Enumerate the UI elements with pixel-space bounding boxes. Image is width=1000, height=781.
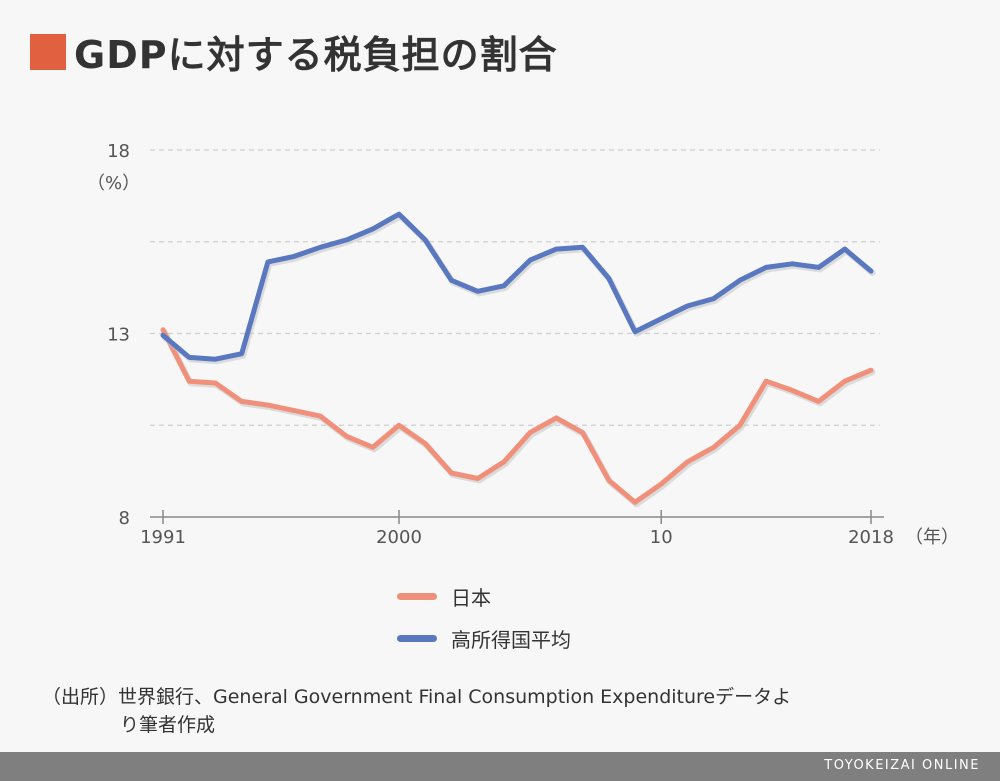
legend: 日本 高所得国平均 [397, 575, 571, 659]
legend-label-japan: 日本 [451, 585, 491, 610]
legend-item-high-income: 高所得国平均 [397, 617, 571, 659]
source-line-2: り筆者作成 [120, 714, 216, 736]
y-tick-label: 18 [107, 141, 130, 162]
source-line-1: （出所）世界銀行、General Government Final Consum… [42, 686, 792, 708]
chart-title-block: GDPに対する税負担の割合 [30, 24, 558, 79]
series-line-japan [160, 327, 874, 505]
x-axis-unit-label: （年） [905, 527, 959, 548]
x-tick-label: 1991 [140, 527, 186, 548]
grid-layer [150, 149, 880, 426]
series-layer [160, 211, 876, 508]
y-tick-label: 13 [107, 325, 130, 346]
source-note: （出所）世界銀行、General Government Final Consum… [42, 683, 942, 739]
footer-bar: TOYOKEIZAI ONLINE [0, 752, 1000, 781]
x-tick-label: 10 [650, 527, 673, 548]
chart-title: GDPに対する税負担の割合 [74, 33, 558, 77]
legend-item-japan: 日本 [397, 575, 571, 617]
legend-swatch-japan [397, 592, 437, 600]
x-tick-label: 2018 [848, 527, 894, 548]
axis-layer: 8 13 18 1991 2000 10 2018 [107, 141, 894, 548]
series-line-shadow [161, 328, 876, 508]
y-axis-unit-label: （%） [87, 173, 140, 194]
series-line-shadow [161, 213, 876, 365]
series-line-high-income [160, 211, 874, 362]
title-square-icon [30, 33, 66, 70]
y-tick-label: 8 [119, 508, 130, 529]
x-tick-label: 2000 [376, 527, 422, 548]
legend-swatch-high-income [397, 634, 437, 642]
legend-label-high-income: 高所得国平均 [451, 627, 571, 652]
footer-brand: TOYOKEIZAI ONLINE [824, 758, 980, 773]
